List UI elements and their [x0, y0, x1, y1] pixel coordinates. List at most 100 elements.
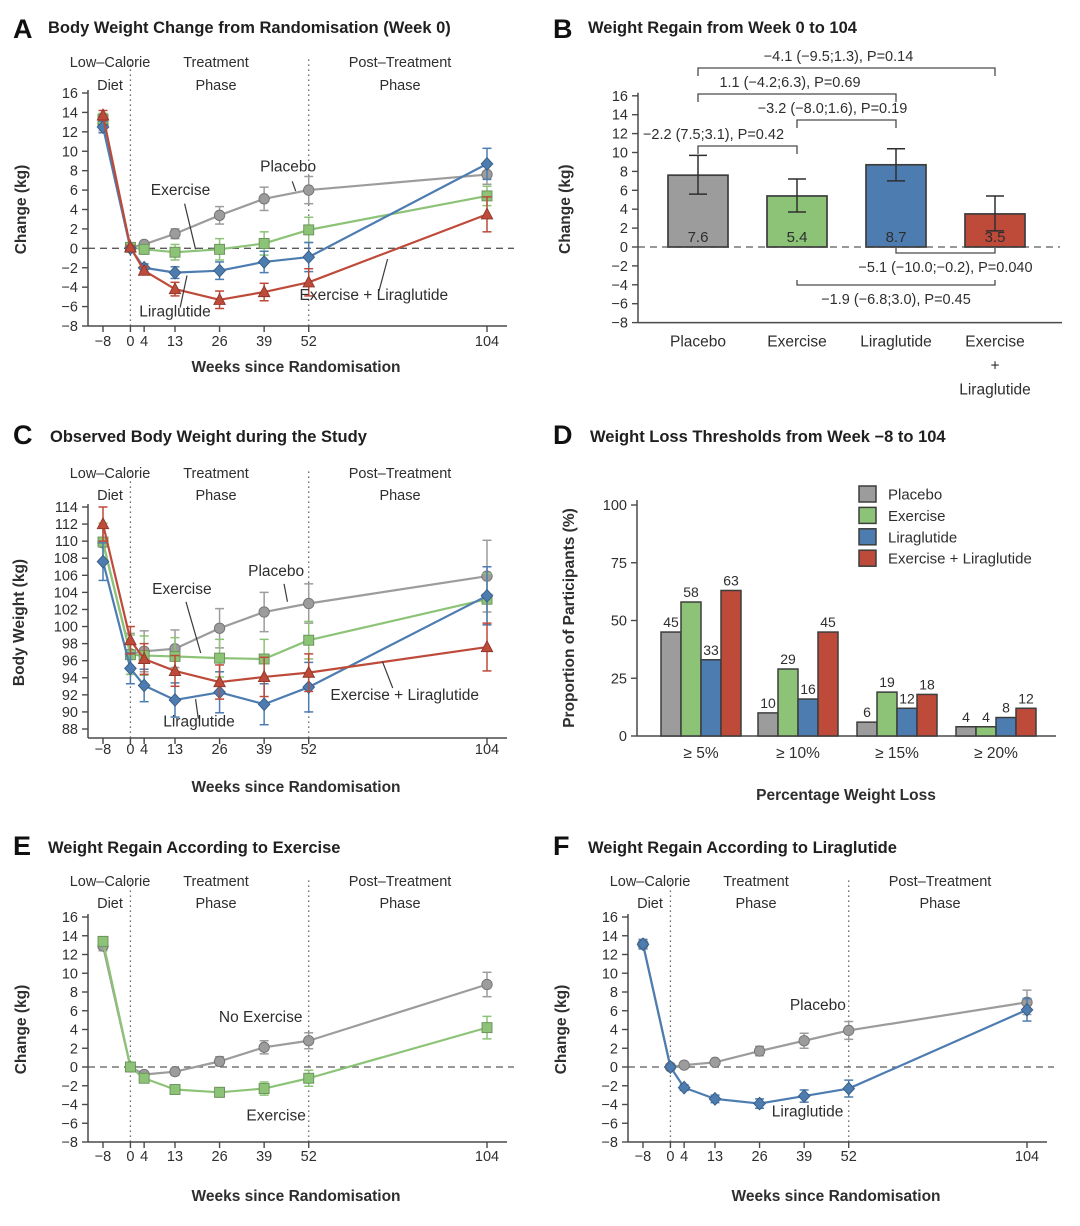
data-point-liraglutide — [168, 265, 182, 280]
phase-label: Post–Treatment — [349, 55, 452, 71]
data-point-placebo — [303, 184, 315, 196]
y-tick-label: 106 — [54, 568, 78, 584]
data-point-exercise — [138, 1072, 150, 1084]
comparison-label: −1.9 (−6.8;3.0), P=0.45 — [821, 292, 971, 308]
data-point-exercise — [214, 1086, 226, 1098]
comparison-bracket — [796, 280, 996, 286]
x-axis-label: Weeks since Randomisation — [191, 1188, 400, 1205]
annotation-leader — [179, 275, 188, 308]
x-tick-label: 26 — [212, 1149, 228, 1165]
bar-exercise-liraglutide-5 — [720, 589, 742, 737]
bar-exercise-liraglutide-20 — [1015, 707, 1037, 737]
y-tick-label: 50 — [611, 614, 627, 630]
x-tick-label: 13 — [707, 1149, 723, 1165]
annotation-leader — [378, 258, 389, 292]
data-point-liraglutide — [842, 1081, 856, 1096]
y-tick-label: 12 — [602, 948, 618, 964]
y-tick-label: 14 — [62, 929, 78, 945]
panel-b-chart: B Weight Regain from Week 0 to 104 −8 −6 −… — [553, 14, 1062, 399]
x-tick-label: 4 — [140, 742, 148, 758]
y-tick-label: −8 — [601, 1135, 618, 1151]
y-axis-label: Proportion of Participants (%) — [561, 508, 578, 728]
y-tick-label: 8 — [610, 985, 618, 1001]
data-point-liraglutide — [753, 1096, 766, 1111]
bar-value-label: 19 — [879, 674, 895, 690]
legend-label: Placebo — [888, 487, 942, 504]
x-tick-label: 104 — [475, 1149, 499, 1165]
x-tick-label: 104 — [475, 742, 499, 758]
y-tick-label: 14 — [62, 105, 78, 121]
data-point-liraglutide — [96, 554, 110, 569]
data-point-placebo — [709, 1056, 721, 1068]
x-category-label: Liraglutide — [959, 382, 1031, 399]
y-tick-label: 10 — [602, 966, 618, 982]
y-tick-label: 8 — [620, 164, 628, 180]
x-category-label: Liraglutide — [860, 334, 932, 351]
x-tick-label: −8 — [95, 742, 112, 758]
data-point-placebo — [258, 606, 270, 618]
series-line-exercise-liraglutide — [101, 523, 488, 684]
phase-label: Treatment — [183, 55, 249, 71]
panel-a: A Body Weight Change from Randomisation … — [0, 0, 540, 400]
bar-exercise-liraglutide-15 — [916, 693, 938, 737]
data-point-liraglutide — [480, 156, 494, 171]
phase-label: Low–Calorie — [70, 874, 151, 890]
y-axis-label: Change (kg) — [13, 985, 30, 1075]
y-tick-label: 6 — [70, 183, 78, 199]
x-axis-label: Weeks since Randomisation — [191, 779, 400, 796]
x-tick-label: 52 — [841, 1149, 857, 1165]
panel-e-chart: E Weight Regain According to Exercise −8… — [13, 831, 514, 1205]
x-tick-label: −8 — [95, 334, 112, 350]
panel-f-chart: F Weight Regain According to Liraglutide… — [553, 831, 1054, 1205]
legend-label: Liraglutide — [888, 529, 957, 546]
bar-value-label: 10 — [760, 695, 776, 711]
comparison-bracket — [697, 145, 798, 154]
y-axis-label: Change (kg) — [553, 985, 570, 1075]
y-tick-label: 12 — [612, 127, 628, 143]
x-tick-label: 26 — [752, 1149, 768, 1165]
y-tick-label: 6 — [70, 1004, 78, 1020]
data-point-liraglutide — [124, 661, 137, 676]
panel-title: Weight Loss Thresholds from Week −8 to 1… — [590, 428, 946, 446]
data-point-exercise — [303, 224, 315, 236]
bar-value-label: 12 — [1018, 690, 1034, 706]
data-point-placebo — [258, 193, 270, 205]
y-tick-label: −8 — [61, 1135, 78, 1151]
x-category-label: ≥ 5% — [683, 745, 718, 762]
data-point-liraglutide — [480, 588, 494, 603]
y-tick-label: 12 — [62, 948, 78, 964]
y-tick-label: 100 — [603, 498, 627, 514]
data-point-exercise-liraglutide — [213, 292, 227, 305]
phase-label: Diet — [97, 78, 123, 94]
y-axis-label: Body Weight (kg) — [11, 559, 28, 686]
series-label: Placebo — [790, 997, 846, 1014]
data-point-exercise-liraglutide — [257, 669, 271, 682]
phase-label: Post–Treatment — [349, 874, 452, 890]
x-category-label: Exercise — [767, 334, 826, 351]
y-tick-label: −2 — [61, 1079, 78, 1095]
x-category-label: ≥ 10% — [776, 745, 820, 762]
y-tick-label: 75 — [611, 556, 627, 572]
data-point-placebo — [169, 228, 181, 240]
x-tick-label: 0 — [126, 334, 134, 350]
y-tick-label: 4 — [610, 1023, 618, 1039]
x-tick-label: 39 — [256, 334, 272, 350]
panel-d: D Weight Loss Thresholds from Week −8 to… — [540, 400, 1080, 820]
series-label: Liraglutide — [139, 303, 211, 320]
bar-liraglutide-15 — [896, 707, 918, 737]
bar-exercise-20 — [975, 726, 997, 737]
data-point-exercise-liraglutide — [96, 108, 110, 121]
y-tick-label: −8 — [61, 319, 78, 335]
y-tick-label: −6 — [601, 1116, 618, 1132]
series-label: Exercise + Liraglutide — [300, 287, 449, 304]
y-tick-label: 0 — [619, 729, 627, 745]
x-tick-label: 13 — [167, 1149, 183, 1165]
y-tick-label: −2 — [601, 1079, 618, 1095]
y-tick-label: 2 — [620, 221, 628, 237]
bar-value-label: 4 — [962, 709, 970, 725]
x-tick-label: −8 — [95, 1149, 112, 1165]
data-point-no-exercise — [303, 1035, 315, 1047]
phase-label: Phase — [379, 896, 420, 912]
y-tick-label: 10 — [612, 146, 628, 162]
y-tick-label: 4 — [620, 202, 628, 218]
